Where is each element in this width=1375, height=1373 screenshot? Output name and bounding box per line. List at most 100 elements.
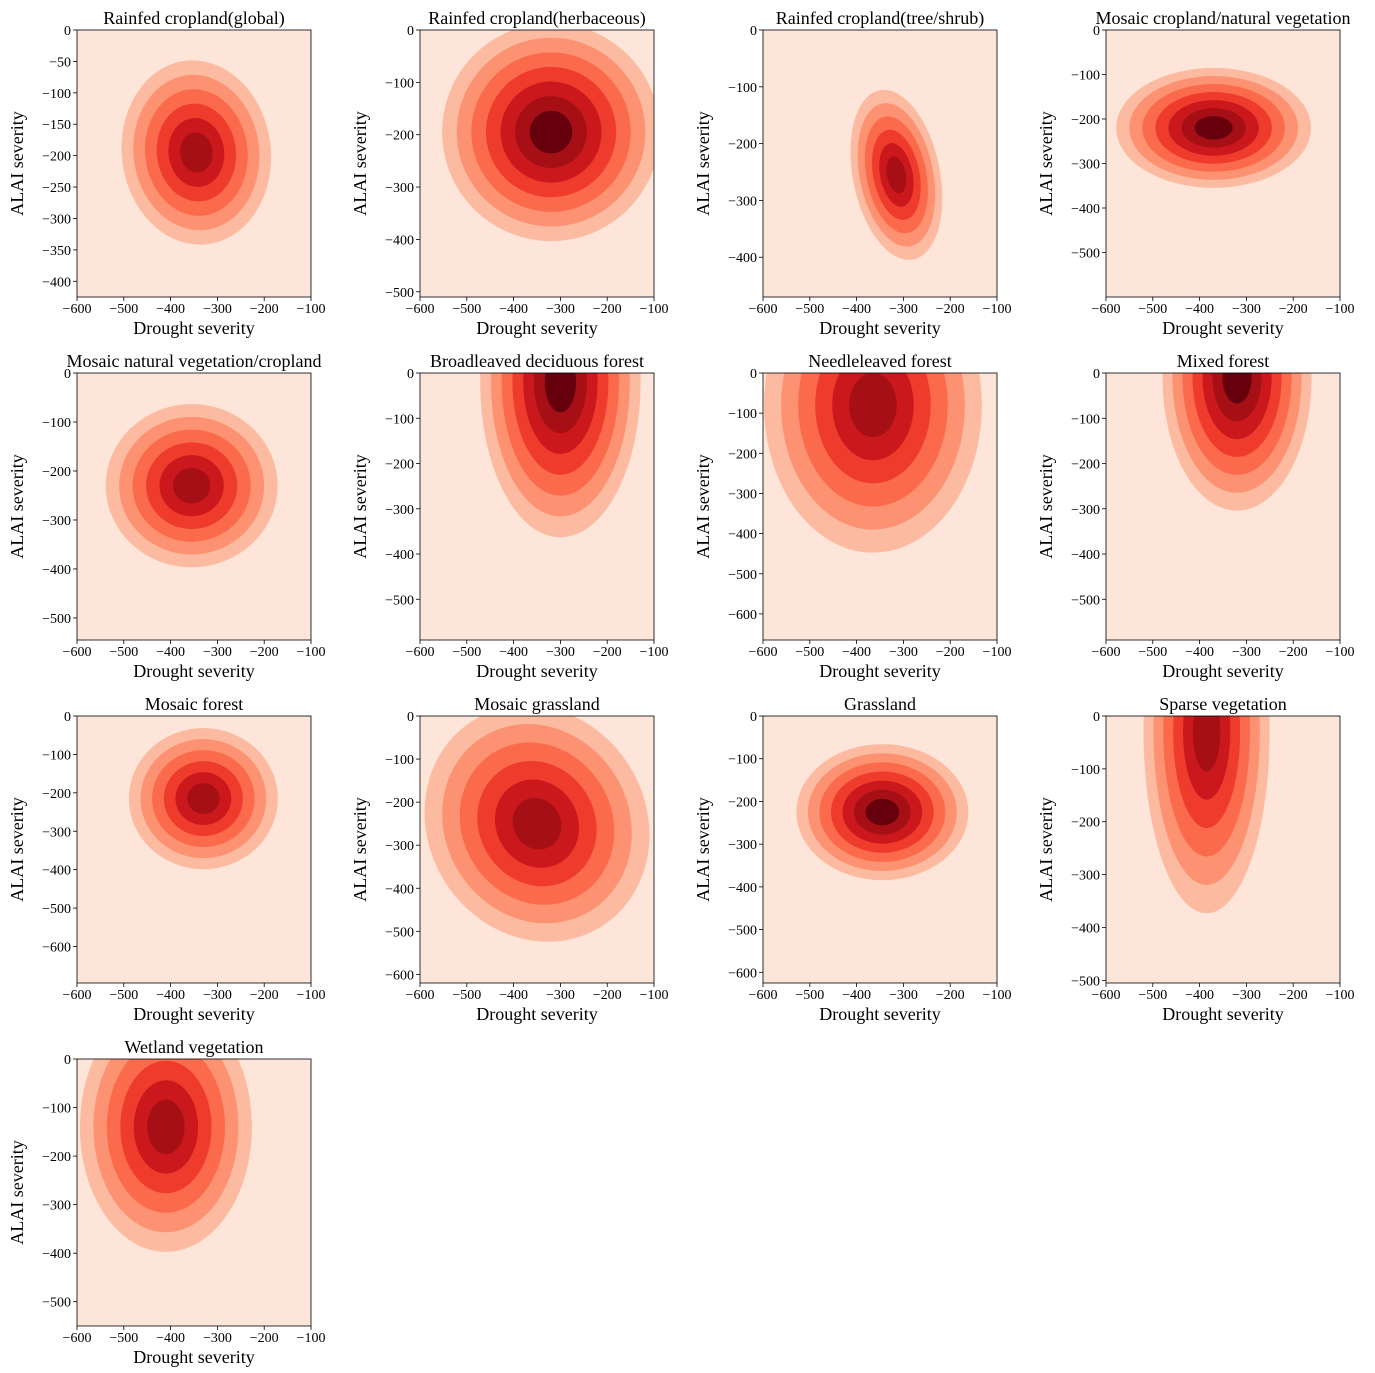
plot-frame: [419, 715, 655, 984]
y-tick-label: −300: [1071, 869, 1100, 884]
y-tick-label: −400: [728, 881, 757, 896]
y-tick-label: −400: [385, 233, 414, 248]
y-tick-label: −300: [42, 1199, 71, 1214]
y-tick-label: −300: [42, 212, 71, 227]
y-tick-label: −350: [42, 244, 71, 259]
x-tick-label: −300: [203, 988, 232, 1003]
x-tick-label: −300: [546, 645, 575, 660]
y-tick-label: −300: [42, 514, 71, 529]
x-tick-label: −300: [889, 645, 918, 660]
x-tick-label: −400: [499, 645, 528, 660]
y-tick-label: −250: [42, 181, 71, 196]
x-tick-label: −200: [250, 988, 279, 1003]
y-tick-label: −500: [728, 924, 757, 939]
x-tick-label: −200: [1279, 988, 1308, 1003]
y-tick-label: −100: [385, 76, 414, 91]
y-axis-label: ALAI severity: [1036, 797, 1056, 901]
x-tick-label: −400: [156, 302, 185, 317]
density-contours: [79, 1059, 252, 1252]
y-tick-label: −500: [385, 593, 414, 608]
density-contours: [121, 60, 272, 245]
chart-title: Rainfed cropland(global): [103, 8, 284, 29]
subplot-0: −600 −500 −400 −300 −200 −100 0 −50 −100 −150 −200…: [7, 8, 325, 338]
x-tick-label: −600: [63, 645, 92, 660]
y-tick-label: −100: [385, 412, 414, 427]
y-tick-label: −100: [728, 81, 757, 96]
x-tick-label: −200: [593, 988, 622, 1003]
x-tick-label: −600: [1092, 988, 1121, 1003]
x-tick-label: −500: [109, 645, 138, 660]
y-axis-label: ALAI severity: [7, 1140, 27, 1244]
density-contours: [442, 30, 654, 242]
x-tick-label: −300: [203, 1331, 232, 1346]
x-axis-label: Drought severity: [1162, 318, 1283, 338]
chart-title: Mosaic grassland: [474, 694, 599, 714]
y-axis-label: ALAI severity: [7, 797, 27, 901]
y-tick-label: −100: [42, 87, 71, 102]
y-tick-label: 0: [750, 710, 757, 725]
x-tick-label: −300: [203, 645, 232, 660]
x-tick-label: −400: [842, 988, 871, 1003]
x-tick-label: −400: [842, 645, 871, 660]
x-tick-label: −300: [1232, 302, 1261, 317]
y-tick-label: −500: [385, 925, 414, 940]
density-contours: [424, 716, 650, 942]
subplot-11: −600 −500 −400 −300 −200 −1000−100−200−300−40…: [1036, 694, 1354, 1024]
x-axis-label: Drought severity: [819, 661, 940, 681]
x-tick-label: −500: [795, 302, 824, 317]
subplot-12: −600 −500 −400 −300 −200 −100 0 −100 −200 −300 −40…: [7, 1037, 325, 1367]
y-tick-label: 0: [407, 710, 414, 725]
x-tick-label: −500: [1138, 645, 1167, 660]
x-axis-label: Drought severity: [133, 1004, 254, 1024]
density-level-7: [1222, 373, 1252, 404]
y-tick-label: 0: [1093, 367, 1100, 382]
density-level-7: [544, 373, 577, 413]
x-tick-label: −500: [795, 988, 824, 1003]
y-axis-label: ALAI severity: [693, 111, 713, 215]
plot-frame: [76, 29, 312, 298]
plot-frame: [419, 29, 655, 298]
subplot-2: −600 −500 −400 −300 −200 −100 0 −100 −200 −300 −40…: [693, 8, 1011, 338]
y-tick-label: −300: [728, 838, 757, 853]
x-tick-label: −100: [983, 988, 1012, 1003]
chart-title: Rainfed cropland(herbaceous): [428, 8, 645, 29]
y-axis-label: ALAI severity: [350, 454, 370, 558]
x-tick-label: −100: [1326, 302, 1355, 317]
y-tick-label: −500: [42, 612, 71, 627]
y-tick-label: −500: [385, 286, 414, 301]
x-tick-label: −300: [1232, 645, 1261, 660]
y-tick-label: 0: [750, 367, 757, 382]
y-tick-label: −100: [42, 416, 71, 431]
density-level-7: [1194, 116, 1233, 140]
y-tick-label: −300: [1071, 503, 1100, 518]
density-level-6: [886, 156, 907, 194]
x-axis-label: Drought severity: [133, 661, 254, 681]
x-tick-label: −500: [109, 988, 138, 1003]
y-tick-label: −500: [1071, 593, 1100, 608]
y-tick-label: −500: [42, 902, 71, 917]
y-tick-label: −300: [1071, 158, 1100, 173]
density-contours: [1143, 716, 1270, 914]
y-tick-label: −400: [728, 251, 757, 266]
y-tick-label: −400: [42, 275, 71, 290]
x-tick-label: −100: [640, 988, 669, 1003]
x-tick-label: −200: [936, 302, 965, 317]
y-tick-label: −200: [385, 796, 414, 811]
x-tick-label: −300: [889, 302, 918, 317]
x-tick-label: −200: [250, 645, 279, 660]
density-level-6: [1192, 716, 1221, 772]
y-axis-label: ALAI severity: [7, 454, 27, 558]
density-level-6: [172, 467, 211, 504]
x-tick-label: −300: [889, 988, 918, 1003]
chart-title: Rainfed cropland(tree/shrub): [776, 8, 984, 29]
subplot-10: −600 −500 −400 −300 −200 −100 0 −100 −200 −300 −40…: [693, 694, 1011, 1024]
x-tick-label: −100: [640, 302, 669, 317]
y-tick-label: 0: [750, 24, 757, 39]
subplot-4: −600 −500 −400 −300 −200 −100 0 −100 −200 −300 −40…: [7, 351, 325, 681]
y-tick-label: −50: [49, 55, 71, 70]
density-contours: [480, 373, 641, 538]
plot-frame: [76, 715, 312, 984]
density-contours: [128, 728, 278, 870]
y-tick-label: −400: [42, 563, 71, 578]
